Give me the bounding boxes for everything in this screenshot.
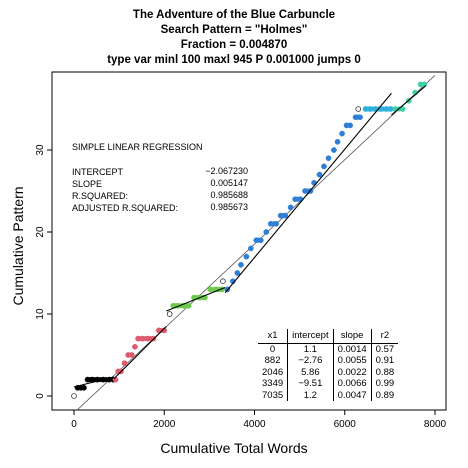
segment-fit-line <box>391 86 426 115</box>
y-tick-label: 30 <box>35 144 46 156</box>
data-point-segment-4 <box>298 197 303 202</box>
intercept-value: −2.067230 <box>168 166 248 176</box>
fit-table-cell: 1.1 <box>288 344 333 356</box>
x-tick-label: 0 <box>71 419 77 430</box>
intercept-label: INTERCEPT <box>72 166 123 178</box>
data-point-segment-4 <box>348 123 353 128</box>
fit-table-cell: −2.76 <box>288 355 333 366</box>
fit-table-cell: 0.91 <box>371 355 398 366</box>
data-point-segment-4 <box>335 139 340 144</box>
hollow-data-point <box>356 107 361 112</box>
y-tick-label: 20 <box>35 226 46 238</box>
data-point-segment-4 <box>283 213 288 218</box>
fit-table-cell: 2046 <box>258 367 288 378</box>
data-point-segment-4 <box>331 147 336 152</box>
data-point-segment-4 <box>288 205 293 210</box>
r-squared-value: 0.985688 <box>168 190 248 200</box>
fit-table-cell: 882 <box>258 355 288 366</box>
x-tick-label: 2000 <box>153 419 176 430</box>
data-point-segment-2 <box>129 352 134 357</box>
fit-table-cell: 0.89 <box>371 390 398 401</box>
fit-table-cell: 0 <box>258 344 288 356</box>
data-point-segment-4 <box>339 131 344 136</box>
fit-table-cell: −9.51 <box>288 378 333 389</box>
x-tick-label: 6000 <box>334 419 357 430</box>
x-tick-label: 8000 <box>424 419 447 430</box>
fit-table-row: 3349 −9.51 0.0066 0.99 <box>258 378 398 389</box>
fit-table-row: 7035 1.2 0.0047 0.89 <box>258 390 398 401</box>
x-axis-label: Cumulative Total Words <box>0 440 468 456</box>
fit-table-cell: 0.0022 <box>333 367 371 378</box>
data-point-segment-4 <box>357 115 362 120</box>
data-point-segment-4 <box>317 172 322 177</box>
fit-table-cell: 5.86 <box>288 367 333 378</box>
segment-fit-line <box>114 326 167 378</box>
slope-value: 0.005147 <box>168 178 248 188</box>
slope-label: SLOPE <box>72 178 102 190</box>
data-point-segment-1 <box>81 385 86 390</box>
fit-table-header: x1 <box>258 329 288 344</box>
fit-table-header: r2 <box>371 329 398 344</box>
y-tick-label: 0 <box>35 393 46 399</box>
hollow-data-point <box>167 312 172 317</box>
segment-fit-line <box>225 93 391 292</box>
data-point-segment-4 <box>321 164 326 169</box>
data-point-segment-4 <box>274 221 279 226</box>
fit-table-cell: 0.0014 <box>333 344 371 356</box>
data-point-segment-4 <box>244 254 249 259</box>
adjusted-r-squared-value: 0.985673 <box>168 202 248 212</box>
fit-table-cell: 0.0047 <box>333 390 371 401</box>
fit-table-header: intercept <box>288 329 333 344</box>
data-point-segment-4 <box>238 262 243 267</box>
fit-table-cell: 0.0055 <box>333 355 371 366</box>
data-point-segment-4 <box>264 229 269 234</box>
fit-table-row: 2046 5.86 0.0022 0.88 <box>258 367 398 378</box>
segment-fit-table: x1 intercept slope r2 0 1.1 0.0014 0.57 … <box>258 329 398 401</box>
y-tick-label: 10 <box>35 308 46 320</box>
fit-table-cell: 3349 <box>258 378 288 389</box>
adjusted-r-squared-label: ADJUSTED R.SQUARED: <box>72 202 178 214</box>
data-point-segment-2 <box>132 344 137 349</box>
fit-table-cell: 0.0066 <box>333 378 371 389</box>
data-point-segment-4 <box>235 270 240 275</box>
fit-table-cell: 7035 <box>258 390 288 401</box>
segment-fit-line <box>166 288 225 312</box>
data-point-segment-4 <box>248 246 253 251</box>
fit-table-cell: 1.2 <box>288 390 333 401</box>
data-point-segment-2 <box>122 361 127 366</box>
hollow-data-point <box>221 279 226 284</box>
fit-table-row: 882 −2.76 0.0055 0.91 <box>258 355 398 366</box>
data-point-segment-4 <box>326 156 331 161</box>
y-axis-label: Cumulative Pattern <box>10 186 26 305</box>
fit-table-header-row: x1 intercept slope r2 <box>258 329 398 344</box>
fit-table-cell: 0.99 <box>371 378 398 389</box>
fit-table-header: slope <box>333 329 371 344</box>
data-point-segment-3 <box>186 303 191 308</box>
hollow-data-point <box>72 394 77 399</box>
regression-heading: SIMPLE LINEAR REGRESSION <box>72 141 203 153</box>
fit-table-row: 0 1.1 0.0014 0.57 <box>258 344 398 356</box>
fit-table-cell: 0.57 <box>371 344 398 356</box>
x-tick-label: 4000 <box>243 419 266 430</box>
fit-table-cell: 0.88 <box>371 367 398 378</box>
r-squared-label: R.SQUARED: <box>72 190 128 202</box>
data-point-segment-4 <box>258 238 263 243</box>
